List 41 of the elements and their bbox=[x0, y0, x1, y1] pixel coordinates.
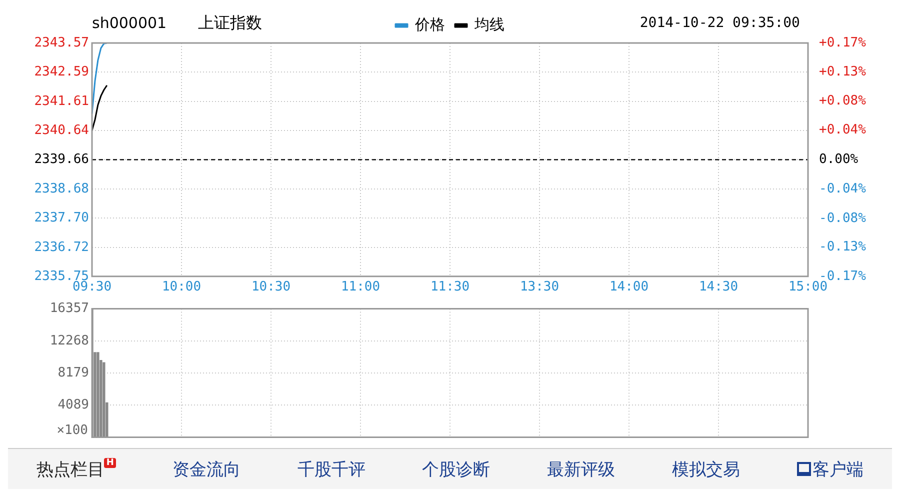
y-tick-label: 2342.59 bbox=[34, 64, 89, 80]
chart-title: 上证指数 bbox=[198, 13, 262, 34]
y-tick-label: 4089 bbox=[58, 397, 89, 412]
badge-icon: H bbox=[104, 458, 116, 468]
y-axis-title: ×100 bbox=[56, 423, 88, 438]
x-tick-label: 11:00 bbox=[340, 280, 380, 295]
y-tick-label: 12268 bbox=[50, 333, 89, 348]
y-tick-label: 2336.72 bbox=[34, 240, 89, 255]
text: 资金流向 bbox=[172, 458, 241, 480]
y2-tick-label: +0.13% bbox=[819, 64, 866, 80]
text: 模拟交易 bbox=[672, 458, 740, 480]
y-tick-label: 2338.68 bbox=[34, 181, 89, 196]
y2-tick-label: +0.08% bbox=[819, 93, 866, 108]
chart-subtitle: sh000001 bbox=[92, 14, 167, 32]
x-tick-label: 14:00 bbox=[609, 280, 649, 295]
y2-tick-label: -0.04% bbox=[819, 181, 866, 196]
text: 客户端 bbox=[812, 458, 864, 480]
legend-label: 价格 bbox=[414, 15, 445, 34]
x-tick-label: 10:00 bbox=[162, 280, 202, 295]
text: 最新评级 bbox=[546, 458, 615, 480]
y-tick-label: 2343.57 bbox=[34, 35, 89, 50]
x-tick-label: 13:30 bbox=[520, 280, 560, 295]
x-tick-label: 10:30 bbox=[251, 280, 291, 295]
text: 个股诊断 bbox=[422, 458, 490, 480]
y-tick-label: 2340.64 bbox=[34, 122, 90, 138]
y-tick-label: 2341.61 bbox=[34, 94, 89, 109]
text: 千股千评 bbox=[297, 458, 366, 480]
y-tick-label: 16357 bbox=[50, 301, 89, 316]
x-tick-label: 11:30 bbox=[430, 280, 470, 295]
y2-tick-label: +0.04% bbox=[819, 122, 866, 138]
y-tick-label: 2337.70 bbox=[34, 210, 89, 226]
x-tick-label: 14:30 bbox=[698, 280, 738, 295]
y2-tick-label: 0.00% bbox=[819, 152, 858, 168]
y2-tick-label: +0.17% bbox=[819, 35, 866, 50]
text: 2014-10-22 09:35:00 bbox=[640, 15, 800, 31]
y-tick-label: 8179 bbox=[58, 365, 89, 380]
y-tick-label: 2339.66 bbox=[34, 152, 89, 168]
y2-tick-label: -0.13% bbox=[819, 239, 866, 254]
legend-label: 均线 bbox=[474, 15, 504, 34]
text: 热点栏目 bbox=[36, 458, 104, 480]
y2-tick-label: -0.08% bbox=[819, 210, 866, 226]
